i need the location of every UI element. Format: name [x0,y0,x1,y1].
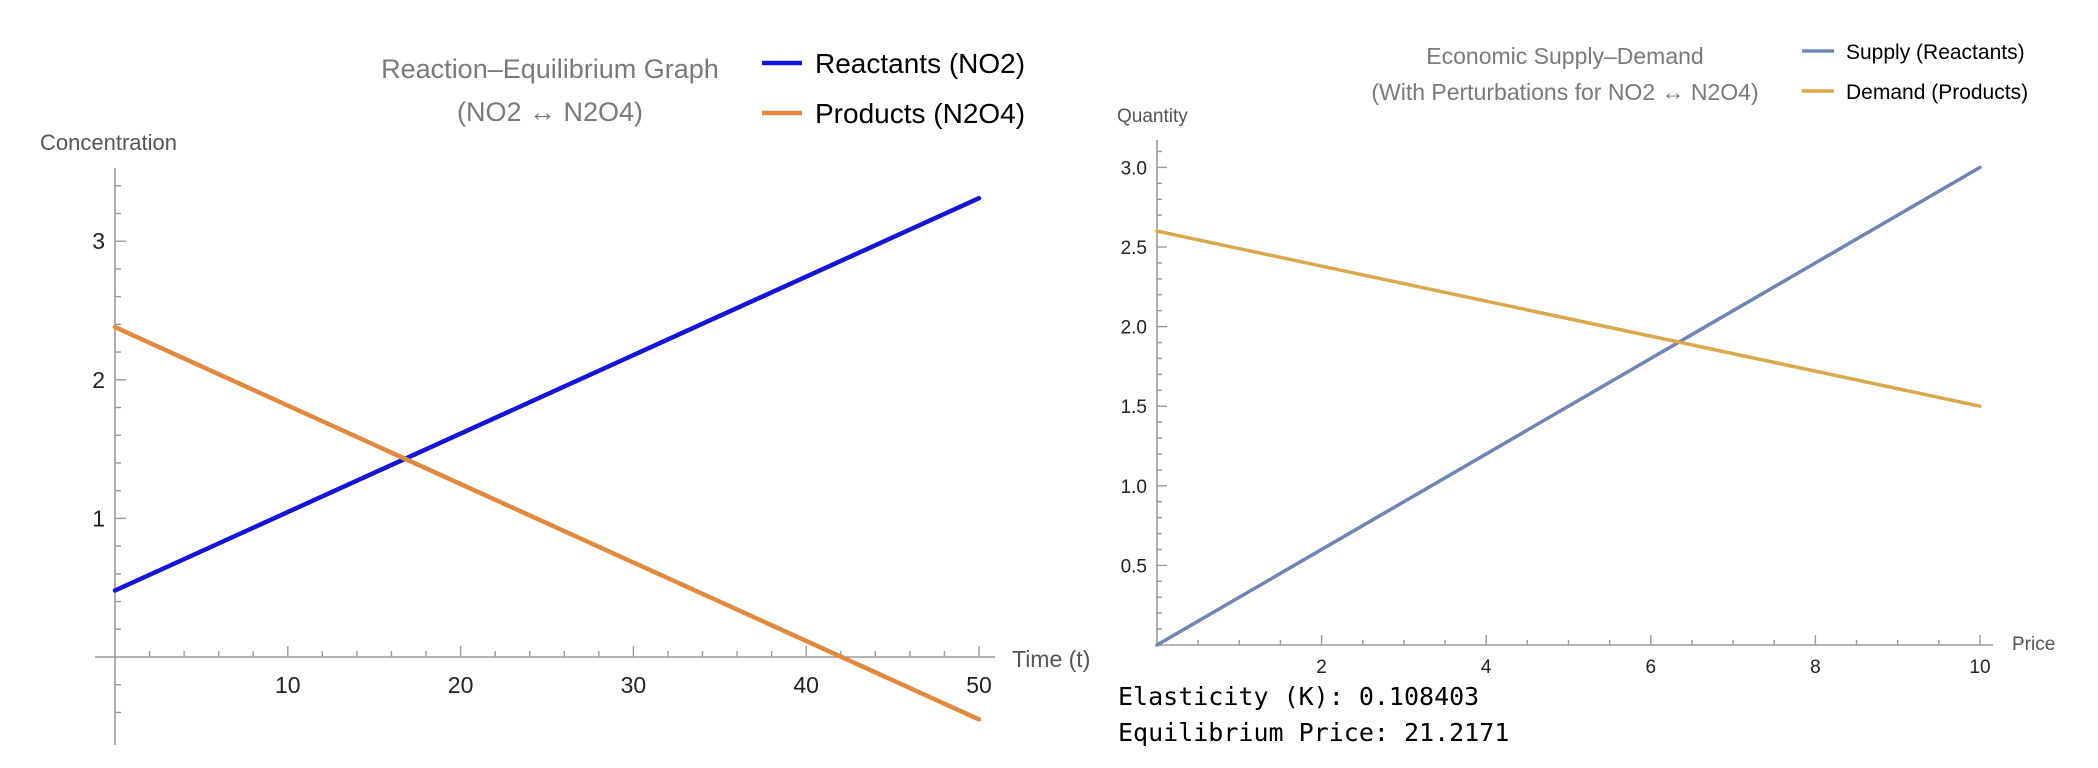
y-tick-label: 2.0 [1121,318,1147,339]
equilibrium-price-readout: Equilibrium Price: 21.2171 [1118,718,1510,747]
y-tick-label: 1 [92,505,105,531]
x-tick-label: 10 [1969,657,1990,678]
series-line-products [112,324,982,722]
y-tick-label: 2 [92,367,105,393]
x-tick-label: 10 [275,672,301,698]
x-tick-label: 8 [1810,657,1821,678]
series-lines [112,195,982,722]
tick-marks [115,185,980,714]
series-line-supply [1155,165,1982,647]
y-tick-label: 3 [92,228,105,254]
x-axis-label: Price [2012,634,2055,655]
y-tick-label: 0.5 [1121,556,1147,577]
chart-subtitle: (With Perturbations for NO2 ↔ N2O4) [1371,79,1758,105]
chart-subtitle: (NO2 ↔ N2O4) [457,97,643,127]
y-axis-label: Quantity [1117,106,1188,127]
x-tick-label: 20 [448,672,474,698]
chart-title: Reaction–Equilibrium Graph [381,54,719,84]
x-tick-label: 2 [1316,657,1327,678]
supply-demand-chart: Economic Supply–Demand (With Perturbatio… [1117,41,2055,678]
y-tick-label: 1.5 [1121,397,1147,418]
legend-label-products: Products (N2O4) [815,98,1025,129]
series-line-reactants [112,195,982,593]
legend-label-reactants: Reactants (NO2) [815,48,1025,79]
y-tick-label: 1.0 [1121,477,1147,498]
y-tick-label: 2.5 [1121,238,1147,259]
tick-marks [1157,150,2022,645]
chart-title: Economic Supply–Demand [1426,43,1703,69]
series-lines [1155,165,1982,647]
axes [1156,140,1993,646]
y-tick-label: 3.0 [1121,158,1147,179]
tick-labels: 10 20 30 40 50 1 2 3 [92,228,992,698]
x-axis-label: Time (t) [1012,646,1090,672]
x-tick-label: 30 [621,672,647,698]
x-tick-label: 4 [1481,657,1492,678]
reaction-equilibrium-chart: Reaction–Equilibrium Graph (NO2 ↔ N2O4) … [40,48,1090,745]
legend-label-demand: Demand (Products) [1846,81,2028,104]
y-axis-label: Concentration [40,130,177,155]
tick-labels: 2 4 6 8 10 0.5 1.0 1.5 2.0 2.5 3.0 [1121,158,1991,678]
series-line-demand [1155,229,1982,408]
legend: Reactants (NO2) Products (N2O4) [762,48,1025,129]
legend: Supply (Reactants) Demand (Products) [1802,41,2028,104]
x-tick-label: 40 [793,672,819,698]
x-tick-label: 6 [1646,657,1657,678]
legend-label-supply: Supply (Reactants) [1846,41,2025,64]
x-tick-label: 50 [966,672,992,698]
elasticity-readout: Elasticity (K): 0.108403 [1118,682,1480,711]
